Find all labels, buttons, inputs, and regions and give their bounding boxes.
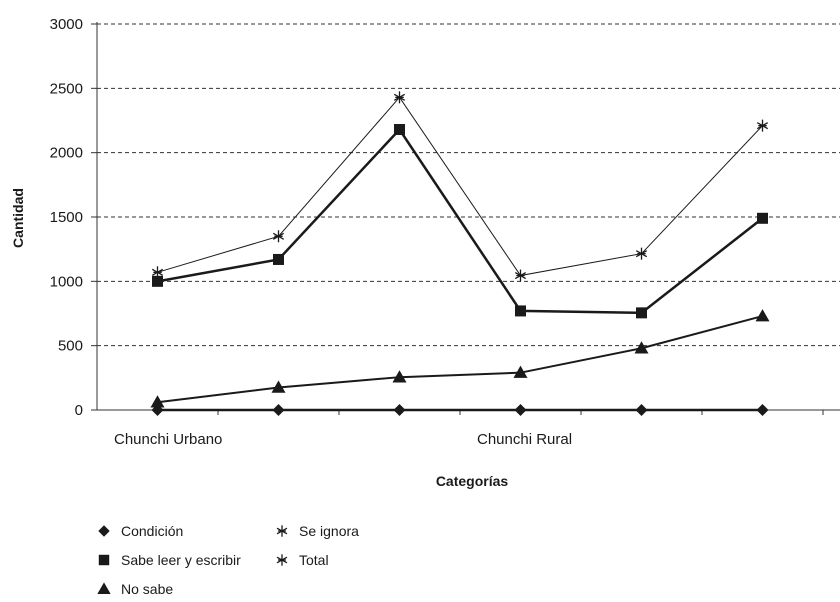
x-axis-title: Categorías <box>436 473 509 489</box>
y-tick-label-0: 0 <box>75 402 83 419</box>
series-4-point-1 <box>272 230 285 243</box>
series-line-4 <box>157 96 763 277</box>
axes <box>96 22 840 411</box>
series-2-point-3 <box>513 365 528 378</box>
series-2-point-1 <box>271 380 286 393</box>
legend-marker-1 <box>98 554 110 566</box>
legend: Condición Sabe leer y escribir No sabe Se i… <box>97 523 359 597</box>
series-2-point-2 <box>392 370 407 383</box>
legend-label-1: Sabe leer y escribir <box>121 552 241 568</box>
y-tick-label-4: 2000 <box>50 145 83 162</box>
legend-label-4: Total <box>299 552 329 568</box>
series-4-point-2 <box>393 91 406 104</box>
series-1-point-2 <box>394 124 405 136</box>
y-tick-label-2: 1000 <box>50 273 83 290</box>
series-2-point-5 <box>755 309 770 322</box>
series-1-point-0 <box>152 275 163 287</box>
legend-item-4: Total <box>276 552 329 568</box>
x-axis-ticks: Chunchi Urbano Chunchi Rural <box>114 410 824 448</box>
x-tick-label-3: Chunchi Rural <box>477 431 572 448</box>
series-1-point-5 <box>757 212 768 224</box>
legend-label-0: Condición <box>121 523 183 539</box>
y-tick-label-6: 3000 <box>50 16 83 33</box>
series-4-point-5 <box>756 119 769 132</box>
y-axis-title: Cantidad <box>10 188 26 248</box>
legend-item-2: No sabe <box>97 581 173 597</box>
y-tick-label-3: 1500 <box>50 209 83 226</box>
legend-item-1: Sabe leer y escribir <box>98 552 241 568</box>
series-markers <box>150 91 770 416</box>
series-0-point-3 <box>514 404 527 416</box>
series-4-point-4 <box>635 247 648 260</box>
series-4-point-3 <box>514 269 527 282</box>
y-tick-label-5: 2500 <box>50 80 83 97</box>
series-1-point-4 <box>636 307 647 319</box>
legend-item-0: Condición <box>98 523 183 539</box>
series-0-point-4 <box>635 404 648 416</box>
series-1-point-3 <box>515 305 526 317</box>
legend-marker-4 <box>276 554 288 566</box>
series-2-point-4 <box>634 341 649 354</box>
legend-marker-3 <box>276 525 288 537</box>
y-axis-ticks: 0 500 1000 1500 2000 2500 3000 <box>50 16 97 419</box>
legend-label-3: Se ignora <box>299 523 359 539</box>
legend-marker-0 <box>98 525 110 537</box>
series-0-point-5 <box>756 404 769 416</box>
legend-label-2: No sabe <box>121 581 173 597</box>
x-tick-label-0: Chunchi Urbano <box>114 431 222 448</box>
series-4-point-0 <box>151 266 164 279</box>
series-line-2 <box>157 315 763 404</box>
series-line-1 <box>157 127 764 315</box>
series-lines <box>157 96 764 412</box>
series-0-point-2 <box>393 404 406 416</box>
series-2-point-0 <box>150 395 165 408</box>
series-0-point-1 <box>272 404 285 416</box>
y-tick-label-1: 500 <box>58 338 83 355</box>
legend-marker-2 <box>97 582 111 594</box>
series-1-point-1 <box>273 253 284 265</box>
gridlines <box>97 23 840 347</box>
legend-item-3: Se ignora <box>276 523 359 539</box>
